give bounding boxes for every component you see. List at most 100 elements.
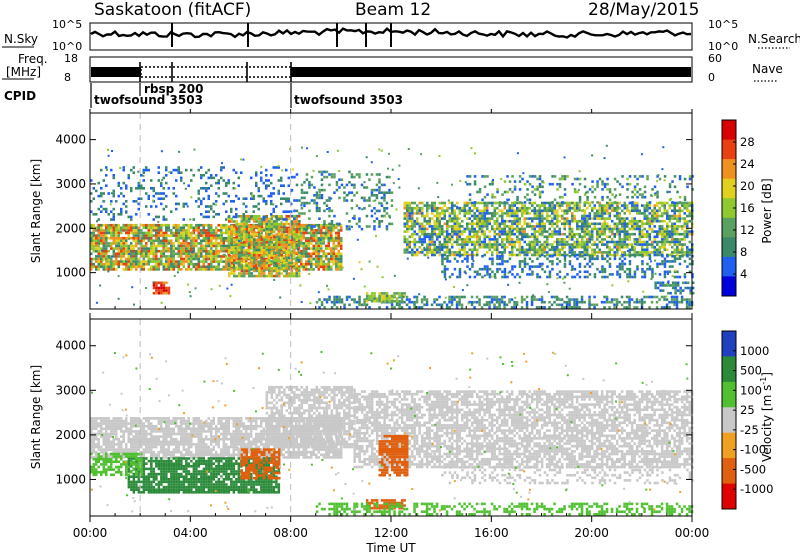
power-cell	[192, 244, 195, 248]
power-cell	[240, 233, 243, 236]
power-cell	[621, 225, 624, 228]
power-cell	[543, 235, 546, 239]
power-cell	[686, 214, 689, 218]
power-cell	[588, 204, 591, 207]
power-cell	[646, 230, 649, 233]
power-cell	[643, 273, 647, 276]
power-cell	[285, 243, 288, 247]
power-cell	[483, 214, 486, 218]
power-cell	[240, 171, 243, 174]
nsearch-label: N.Search	[748, 32, 800, 46]
power-cell	[581, 217, 584, 220]
power-cell	[167, 260, 170, 263]
power-cell	[97, 226, 100, 230]
power-cell	[233, 233, 236, 236]
power-cell	[110, 260, 113, 263]
power-cell	[287, 252, 290, 256]
power-cell	[263, 269, 266, 273]
power-cell	[130, 268, 133, 271]
power-cell	[618, 206, 621, 210]
power-cell	[558, 270, 562, 274]
power-cell	[568, 245, 571, 249]
power-cell	[112, 215, 115, 219]
power-cell	[628, 273, 632, 276]
power-cell	[225, 255, 228, 258]
power-cell	[673, 175, 677, 178]
power-cell	[658, 232, 661, 236]
power-cell	[262, 215, 265, 219]
power-cell	[478, 188, 482, 191]
power-cell	[558, 248, 561, 252]
power-cell	[453, 204, 456, 207]
power-cell	[265, 246, 268, 249]
power-cell	[678, 177, 682, 181]
power-cell	[536, 209, 539, 213]
power-cell	[293, 272, 296, 275]
power-cell	[416, 240, 419, 244]
power-cell	[556, 273, 559, 276]
power-cell	[633, 254, 637, 258]
power-cell	[100, 192, 103, 195]
power-cell	[463, 248, 466, 252]
power-cell	[162, 262, 165, 266]
power-cell	[282, 197, 285, 200]
power-cell	[235, 220, 238, 223]
power-cell	[448, 214, 451, 218]
power-cell	[641, 204, 644, 207]
power-cell	[332, 242, 335, 245]
power-cell	[100, 187, 103, 190]
power-cell	[511, 222, 514, 226]
power-cell	[250, 261, 253, 265]
power-cell	[568, 243, 571, 246]
power-cell	[280, 184, 283, 187]
power-cell	[285, 234, 288, 237]
power-cell	[628, 275, 632, 279]
power-cell	[290, 222, 294, 226]
power-cell	[418, 230, 421, 233]
power-cell	[673, 227, 676, 231]
power-cell	[162, 249, 165, 253]
power-cell	[125, 236, 128, 240]
power-cell	[338, 222, 341, 226]
power-cell	[566, 217, 569, 220]
power-cell	[458, 238, 461, 241]
power-cell	[130, 262, 133, 266]
power-cell	[663, 257, 667, 261]
power-cell	[322, 242, 325, 245]
power-cell	[210, 234, 213, 237]
power-cell	[210, 205, 213, 208]
power-cell	[496, 188, 499, 191]
power-cell	[583, 270, 587, 274]
power-cell	[110, 218, 113, 221]
power-cell	[476, 253, 479, 257]
power-cell	[546, 212, 549, 215]
power-cell	[446, 209, 449, 213]
power-cell	[533, 206, 536, 210]
power-cell	[488, 257, 492, 261]
power-cell	[538, 195, 542, 199]
power-cell	[611, 201, 614, 205]
power-cell	[110, 210, 113, 213]
power-cell	[636, 219, 639, 223]
nsky-strip: N.Sky 10^5 10^0 10^5 10^0 N.Search	[2, 18, 800, 53]
power-cell	[596, 182, 599, 186]
power-cell	[556, 188, 559, 191]
power-cell	[633, 275, 637, 279]
power-cell	[506, 225, 509, 228]
power-cell	[518, 275, 522, 279]
power-cell	[556, 243, 559, 246]
power-cell	[202, 268, 205, 271]
power-cell	[476, 201, 479, 205]
power-cell	[578, 270, 582, 274]
power-cell	[626, 230, 629, 233]
power-cell	[120, 236, 123, 240]
power-cell	[112, 242, 115, 245]
power-cell	[483, 201, 486, 205]
power-cell	[656, 265, 659, 268]
power-cell	[285, 210, 288, 213]
power-cell	[305, 236, 308, 240]
power-cell	[252, 210, 255, 213]
power-cell	[548, 214, 551, 218]
power-cell	[142, 171, 145, 174]
power-cell	[235, 251, 238, 254]
